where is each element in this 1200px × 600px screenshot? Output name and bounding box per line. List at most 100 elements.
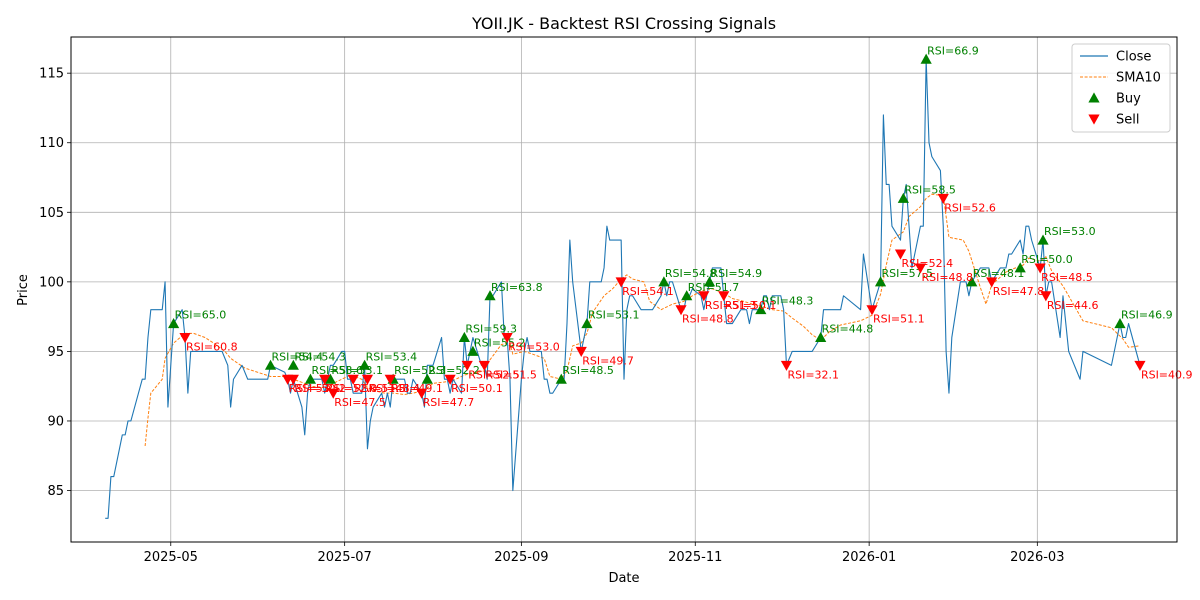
- y-tick-label: 100: [39, 275, 64, 290]
- buy-rsi-label: RSI=48.3: [762, 295, 814, 308]
- buy-rsi-label: RSI=48.5: [562, 364, 614, 377]
- buy-marker: [920, 53, 932, 64]
- sell-marker: [698, 291, 710, 302]
- sell-marker: [894, 249, 907, 260]
- sell-marker: [1040, 291, 1052, 302]
- y-tick-label: 105: [39, 206, 64, 221]
- buy-rsi-label: RSI=53.1: [331, 364, 383, 377]
- sell-rsi-label: RSI=48.4: [368, 382, 420, 395]
- sell-marker: [615, 277, 627, 288]
- sell-marker: [416, 388, 428, 399]
- buy-rsi-label: RSI=51.7: [688, 281, 740, 294]
- sell-rsi-label: RSI=51.3: [354, 382, 406, 395]
- sell-rsi-label: RSI=48.8: [682, 313, 734, 326]
- buy-marker: [815, 331, 827, 342]
- sell-rsi-label: RSI=52.4: [902, 257, 954, 270]
- buy-marker: [703, 276, 716, 287]
- buy-marker: [421, 373, 433, 384]
- y-axis-label: Price: [16, 274, 31, 306]
- buy-marker: [1114, 317, 1126, 329]
- buy-rsi-label: RSI=53.4: [366, 350, 418, 363]
- y-axis: 85 90 95 100 105 110 115: [39, 67, 71, 499]
- x-axis: 2025-05 2025-07 2025-09 2025-11 2026-01 2026-…: [144, 542, 1064, 565]
- sell-rsi-label: RSI=51.1: [873, 313, 925, 326]
- sell-rsi-label: RSI=40.9: [1141, 368, 1193, 381]
- buy-rsi-label: RSI=50.0: [1021, 253, 1073, 266]
- x-axis-label: Date: [608, 571, 639, 586]
- sell-marker: [361, 374, 374, 385]
- sell-marker: [1134, 360, 1146, 371]
- buy-marker: [458, 331, 470, 342]
- x-tick-label: 2025-11: [668, 550, 722, 565]
- buy-marker: [359, 359, 371, 370]
- buy-marker: [555, 373, 567, 384]
- sell-rsi-label: RSI=49.7: [582, 354, 634, 367]
- plot-frame: [70, 36, 1178, 543]
- y-tick-label: 85: [47, 484, 64, 499]
- y-tick-label: 95: [47, 345, 64, 360]
- sell-rsi-label: RSI=47.5: [334, 396, 386, 409]
- buy-marker: [658, 276, 670, 287]
- buy-rsi-label: RSI=54.3: [294, 350, 346, 363]
- legend-buy-marker: [1088, 92, 1100, 103]
- buy-rsi-label: RSI=53.6: [311, 364, 363, 377]
- buy-rsi-label: RSI=65.0: [175, 309, 227, 322]
- legend-sell-label: Sell: [1116, 113, 1139, 128]
- y-tick-label: 115: [39, 67, 64, 82]
- y-tick-label: 90: [47, 414, 64, 429]
- legend-buy-label: Buy: [1116, 92, 1141, 107]
- buy-rsi-label: RSI=54.9: [711, 267, 763, 280]
- sell-rsi-label: RSI=53.1: [289, 382, 341, 395]
- sell-marker: [179, 333, 191, 344]
- signals-layer: RSI=65.0RSI=54.4RSI=54.3RSI=53.6RSI=53.1…: [168, 44, 1193, 409]
- buy-marker: [287, 359, 299, 370]
- buy-marker: [681, 290, 693, 301]
- sell-rsi-label: RSI=48.8: [921, 271, 973, 284]
- sell-marker: [287, 374, 299, 385]
- buy-rsi-label: RSI=44.8: [822, 322, 874, 335]
- buy-rsi-label: RSI=66.9: [927, 44, 979, 57]
- buy-marker: [897, 192, 909, 203]
- buy-marker: [304, 373, 317, 384]
- sell-marker: [478, 360, 490, 371]
- buy-marker: [755, 304, 767, 315]
- sell-rsi-label: RSI=53.0: [508, 340, 560, 353]
- buy-marker: [467, 345, 479, 356]
- sell-rsi-label: RSI=60.8: [186, 340, 238, 353]
- buy-marker: [874, 276, 887, 287]
- buy-rsi-label: RSI=48.1: [973, 267, 1025, 280]
- x-tick-label: 2025-05: [144, 550, 198, 565]
- buy-rsi-label: RSI=54.4: [272, 350, 324, 363]
- sell-marker: [461, 360, 473, 371]
- sell-rsi-label: RSI=47.7: [423, 396, 475, 409]
- sell-marker: [384, 374, 396, 385]
- buy-rsi-label: RSI=59.3: [465, 322, 517, 335]
- sell-marker: [937, 193, 949, 204]
- buy-rsi-label: RSI=53.0: [1044, 225, 1096, 238]
- sell-rsi-label: RSI=50.1: [725, 299, 777, 312]
- sell-marker: [718, 291, 730, 302]
- legend-close-label: Close: [1116, 50, 1151, 65]
- legend: Close SMA10 Buy Sell: [1071, 43, 1171, 133]
- buy-rsi-label: RSI=53.1: [588, 309, 640, 322]
- sell-marker: [866, 305, 878, 316]
- x-tick-label: 2026-03: [1010, 550, 1064, 565]
- sell-rsi-label: RSI=50.1: [451, 382, 503, 395]
- sell-marker: [327, 388, 339, 399]
- sell-marker: [1034, 263, 1046, 274]
- legend-sma-label: SMA10: [1116, 71, 1161, 86]
- buy-marker: [966, 276, 978, 287]
- sell-marker: [986, 277, 998, 288]
- buy-rsi-label: RSI=54.8: [665, 267, 717, 280]
- sell-marker: [675, 305, 687, 316]
- x-tick-label: 2025-09: [494, 550, 548, 565]
- buy-rsi-label: RSI=52.3: [394, 364, 446, 377]
- sell-rsi-label: RSI=52.5: [468, 368, 520, 381]
- sell-rsi-label: RSI=51.5: [485, 368, 537, 381]
- buy-rsi-label: RSI=46.9: [1121, 309, 1173, 322]
- sell-rsi-label: RSI=47.8: [993, 285, 1045, 298]
- buy-marker: [324, 373, 336, 384]
- buy-marker: [1014, 262, 1026, 273]
